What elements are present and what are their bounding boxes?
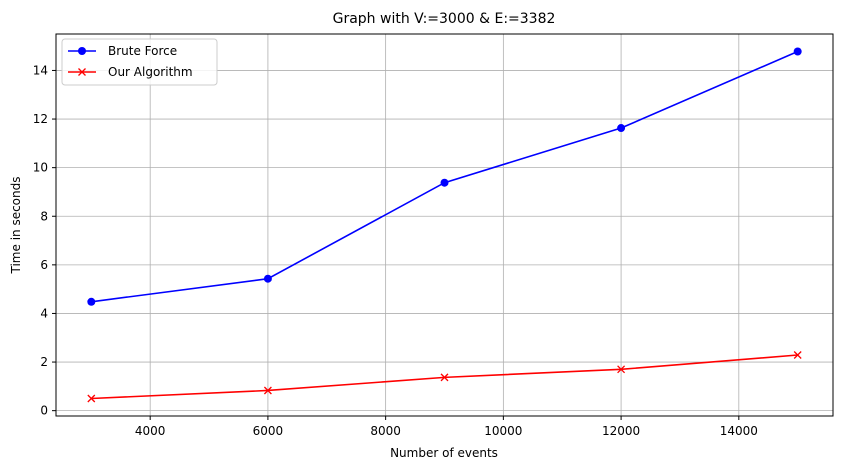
x-tick-label: 6000 [253,424,284,438]
grid [56,34,833,416]
legend: Brute Force Our Algorithm [61,38,218,86]
x-tick-label: 4000 [135,424,166,438]
legend-marker-our-algorithm [78,68,86,76]
y-ticks: 0 2 4 6 8 10 12 14 [33,63,56,418]
data-point-brute-force [617,124,626,133]
series-line-brute-force [91,50,798,303]
x-tick-label: 14000 [720,424,758,438]
data-point-our-algorithm [617,365,626,374]
data-point-our-algorithm [87,394,96,403]
y-tick-label: 10 [33,161,48,175]
y-tick-label: 8 [40,209,48,223]
data-point-brute-force [87,297,96,306]
y-axis-label: Time in seconds [9,177,23,275]
x-tick-label: 8000 [370,424,401,438]
series-layer [87,47,802,403]
y-tick-label: 6 [40,258,48,272]
y-tick-label: 0 [40,404,48,418]
legend-box [61,38,218,86]
data-point-brute-force [263,274,272,283]
y-tick-label: 4 [40,306,48,320]
data-point-our-algorithm [263,386,272,395]
x-axis-label: Number of events [390,446,498,460]
legend-label-our-algorithm: Our Algorithm [108,65,193,79]
data-point-brute-force [440,178,449,187]
y-tick-label: 14 [33,63,48,77]
data-point-brute-force [793,47,802,56]
x-tick-label: 12000 [602,424,640,438]
legend-marker-brute-force [78,47,86,55]
data-point-our-algorithm [793,351,802,359]
chart-title: Graph with V:=3000 & E:=3382 [333,11,556,27]
y-tick-label: 2 [40,355,48,369]
x-ticks: 4000 6000 8000 10000 12000 14000 [135,416,758,438]
x-tick-label: 10000 [484,424,522,438]
plot-frame [55,33,834,417]
legend-label-brute-force: Brute Force [108,44,177,58]
data-point-our-algorithm [440,373,449,382]
y-tick-label: 12 [33,112,48,126]
